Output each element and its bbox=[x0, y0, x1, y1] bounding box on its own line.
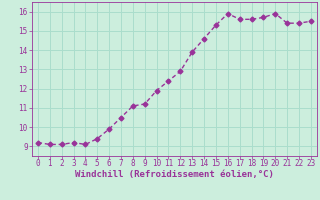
X-axis label: Windchill (Refroidissement éolien,°C): Windchill (Refroidissement éolien,°C) bbox=[75, 170, 274, 179]
